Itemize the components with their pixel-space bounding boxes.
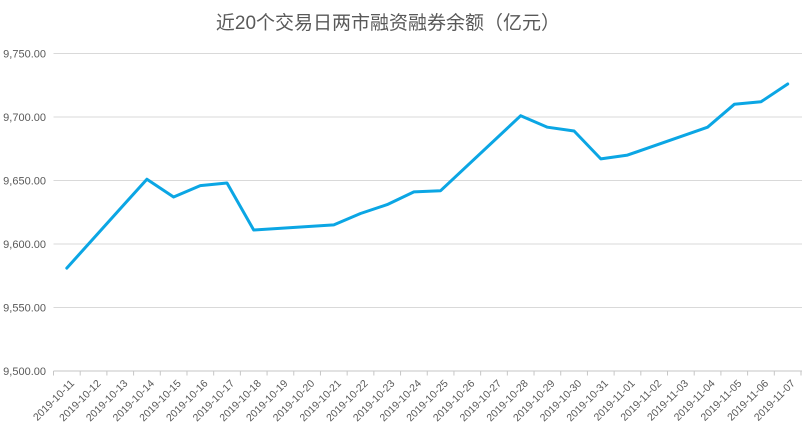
- axes-group: [53, 371, 802, 376]
- axis-labels-group: 9,500.00 9,550.00 9,600.00 9,650.00 9,700.00…: [3, 49, 798, 425]
- y-axis-label: 9,550.00: [3, 303, 46, 315]
- y-axis-label: 9,650.00: [3, 176, 46, 188]
- y-axis-label: 9,700.00: [3, 112, 46, 124]
- y-axis-label: 9,500.00: [3, 366, 46, 378]
- chart-title: 近20个交易日两市融资融券余额（亿元）: [216, 12, 560, 34]
- margin-balance-series-line: [65, 82, 790, 270]
- gridlines-group: [53, 53, 802, 372]
- y-axis-label: 9,750.00: [3, 49, 46, 61]
- y-axis-label: 9,600.00: [3, 239, 46, 251]
- series-group: [65, 82, 790, 270]
